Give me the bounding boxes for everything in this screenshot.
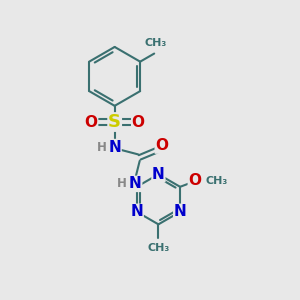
Text: N: N: [129, 176, 142, 191]
Text: CH₃: CH₃: [206, 176, 228, 186]
Text: O: O: [85, 115, 98, 130]
Text: N: N: [152, 167, 165, 182]
Text: H: H: [117, 177, 126, 190]
Text: O: O: [188, 173, 201, 188]
Text: O: O: [155, 138, 168, 153]
Text: O: O: [132, 115, 145, 130]
Text: N: N: [174, 204, 187, 219]
Text: CH₃: CH₃: [145, 38, 167, 48]
Text: CH₃: CH₃: [147, 244, 170, 254]
Text: S: S: [108, 113, 121, 131]
Text: N: N: [130, 204, 143, 219]
Text: N: N: [108, 140, 121, 154]
Text: H: H: [97, 141, 106, 154]
